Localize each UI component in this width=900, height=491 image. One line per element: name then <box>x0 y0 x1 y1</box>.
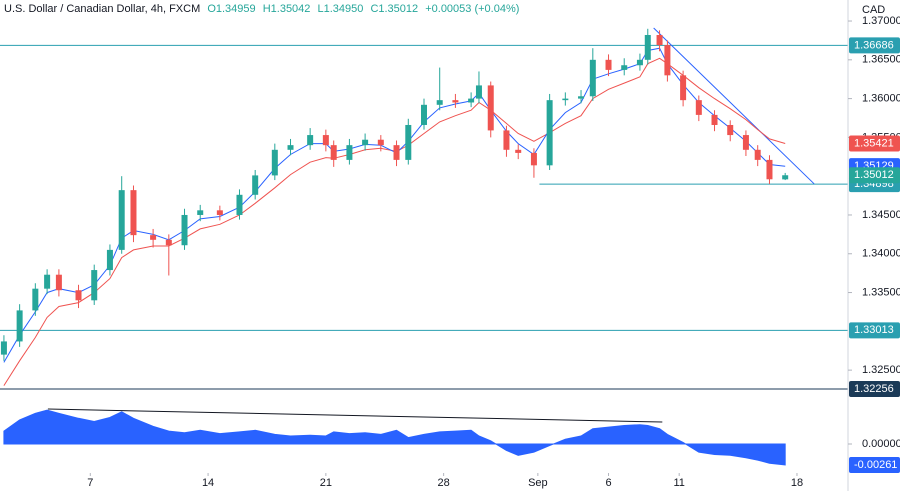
candle-body <box>605 59 612 70</box>
ma-value-label: 1.35421 <box>854 137 894 149</box>
candle-body <box>118 190 125 250</box>
candle-body <box>475 85 482 99</box>
candle-body <box>680 75 687 101</box>
level-label-box <box>849 322 900 339</box>
candle-body <box>766 159 773 180</box>
level-label: 1.33013 <box>854 324 894 336</box>
last-price-label-box <box>849 167 900 184</box>
candle-body <box>307 135 314 146</box>
candle-body <box>664 45 671 76</box>
candle-body <box>271 149 278 176</box>
candle-body <box>754 149 761 160</box>
candle-body <box>695 100 702 115</box>
osc-trendline <box>47 408 663 423</box>
y-tick-label: 1.36500 <box>862 54 900 66</box>
candle-body <box>393 145 400 160</box>
level-label-box <box>849 37 900 54</box>
candle-body <box>322 135 329 146</box>
y-tick-label: 1.32500 <box>862 364 900 376</box>
moving-average <box>3 57 786 386</box>
osc-value-label: -0.00261 <box>854 459 897 471</box>
x-tick-label: 28 <box>438 477 450 489</box>
candle-body <box>106 249 113 271</box>
currency-label: CAD <box>862 4 885 16</box>
oscillator-area <box>3 409 786 466</box>
candle-body <box>589 59 596 97</box>
x-tick-label: 11 <box>673 477 684 489</box>
ohlc-open: O1.34959 <box>207 3 255 15</box>
level-label-box <box>849 381 900 398</box>
candle-body <box>782 175 789 180</box>
candle-body <box>515 149 522 153</box>
candle-body <box>236 194 243 215</box>
candle-body <box>562 98 569 101</box>
candle-body <box>44 274 51 289</box>
y-tick-label: 1.33500 <box>862 286 900 298</box>
candle-body <box>636 59 643 66</box>
x-tick-label: 7 <box>87 477 93 489</box>
candle-body <box>405 124 412 160</box>
candle-body <box>181 214 188 246</box>
ma-value-label-box <box>849 135 900 152</box>
candle-body <box>377 139 384 146</box>
title: U.S. Dollar / Canadian Dollar, 4h, FXCM <box>4 3 200 15</box>
candle-body <box>436 100 443 105</box>
candle-body <box>503 130 510 150</box>
candle-body <box>656 34 663 46</box>
candle-body <box>130 190 137 236</box>
level-label: 1.32256 <box>854 383 894 395</box>
candle-body <box>32 288 39 311</box>
candle-body <box>546 100 553 166</box>
x-tick-label: 18 <box>791 477 803 489</box>
candle-body <box>468 98 475 103</box>
candle-body <box>55 274 62 291</box>
candle-body <box>197 210 204 215</box>
candle-body <box>421 104 427 125</box>
x-tick-label: Sep <box>528 477 548 489</box>
level-label: 1.36686 <box>854 39 894 51</box>
osc-value-label-box <box>849 457 900 474</box>
candle-body <box>0 341 7 355</box>
osc-tick-label: 0.00000 <box>862 438 900 450</box>
y-tick-label: 1.34000 <box>862 248 900 260</box>
candle-body <box>578 96 585 99</box>
candle-body <box>644 34 651 60</box>
plot-layer: 7 14 21 28 Sep 6 11 18 <box>0 27 848 489</box>
candle-body <box>165 239 172 246</box>
candle-body <box>362 139 369 146</box>
candle-body <box>452 100 459 103</box>
y-tick-label: 1.37000 <box>862 15 900 27</box>
x-tick-label: 6 <box>605 477 611 489</box>
ohlc-close: C1.35012 <box>370 3 418 15</box>
candle-body <box>150 235 157 240</box>
candle-body <box>330 145 337 160</box>
candle-body <box>621 65 628 70</box>
x-tick-label: 14 <box>202 477 214 489</box>
ohlc-high: H1.35042 <box>263 3 311 15</box>
candle-body <box>346 145 353 160</box>
candle-body <box>216 210 223 215</box>
candle-body <box>91 270 98 301</box>
candle-body <box>487 85 494 131</box>
y-tick-label: 1.34500 <box>862 209 900 221</box>
candle-body <box>742 135 749 150</box>
y-tick-label: 1.36000 <box>862 93 900 105</box>
candle-body <box>727 124 734 136</box>
candle-body <box>711 114 718 125</box>
candle-body <box>287 145 294 150</box>
x-tick-label: 21 <box>320 477 332 489</box>
last-price-label: 1.35012 <box>854 169 894 181</box>
trendline <box>653 27 815 185</box>
candle-body <box>252 175 259 195</box>
ohlc-low: L1.34950 <box>317 3 363 15</box>
ohlc-change: +0.00053 (+0.04%) <box>425 3 519 15</box>
candle-body <box>75 290 82 301</box>
candle-body <box>16 310 23 342</box>
candle-body <box>530 152 537 166</box>
chart-title: U.S. Dollar / Canadian Dollar, 4h, FXCM … <box>4 3 519 15</box>
